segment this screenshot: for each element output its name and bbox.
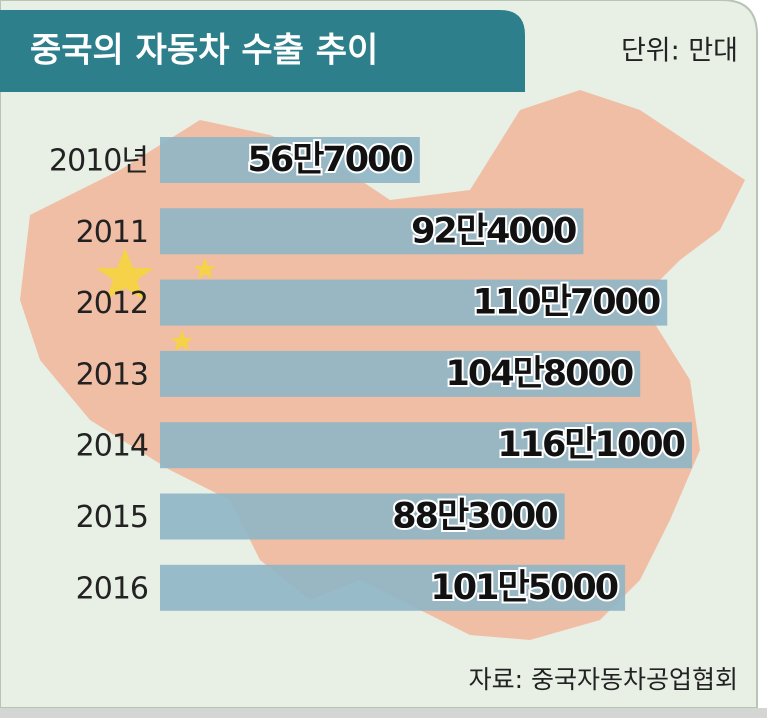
- chart-title: 중국의 자동차 수출 추이: [30, 31, 378, 71]
- value-label: 104만8000: [446, 354, 633, 394]
- bar: [160, 279, 668, 326]
- bar: [160, 137, 420, 183]
- value-label: 92만4000: [411, 211, 576, 251]
- category-label: 2012: [76, 286, 148, 321]
- value-label: 101만5000: [430, 568, 617, 608]
- value-label: 56만7000: [247, 140, 412, 180]
- category-label: 2010년: [49, 144, 148, 179]
- category-label: 2016: [76, 571, 148, 606]
- title-box: [0, 10, 525, 92]
- source: 자료: 중국자동차공업협회: [469, 665, 738, 694]
- bar: [160, 350, 641, 397]
- bar: [160, 208, 584, 255]
- bar: [160, 422, 692, 469]
- value-label: 88만3000: [392, 497, 557, 537]
- category-label: 2014: [76, 429, 148, 464]
- flag-star: [171, 330, 193, 351]
- flag-star: [194, 258, 216, 279]
- value-label: 110만7000: [473, 283, 660, 323]
- category-label: 2011: [76, 215, 148, 250]
- bottom-strip: [0, 708, 767, 718]
- bar: [160, 564, 626, 611]
- value-label: 116만1000: [497, 425, 684, 465]
- bar: [160, 493, 565, 540]
- unit-label: 단위: 만대: [621, 36, 738, 67]
- flag-star: [96, 248, 154, 300]
- category-label: 2013: [76, 357, 148, 392]
- category-label: 2015: [76, 500, 148, 535]
